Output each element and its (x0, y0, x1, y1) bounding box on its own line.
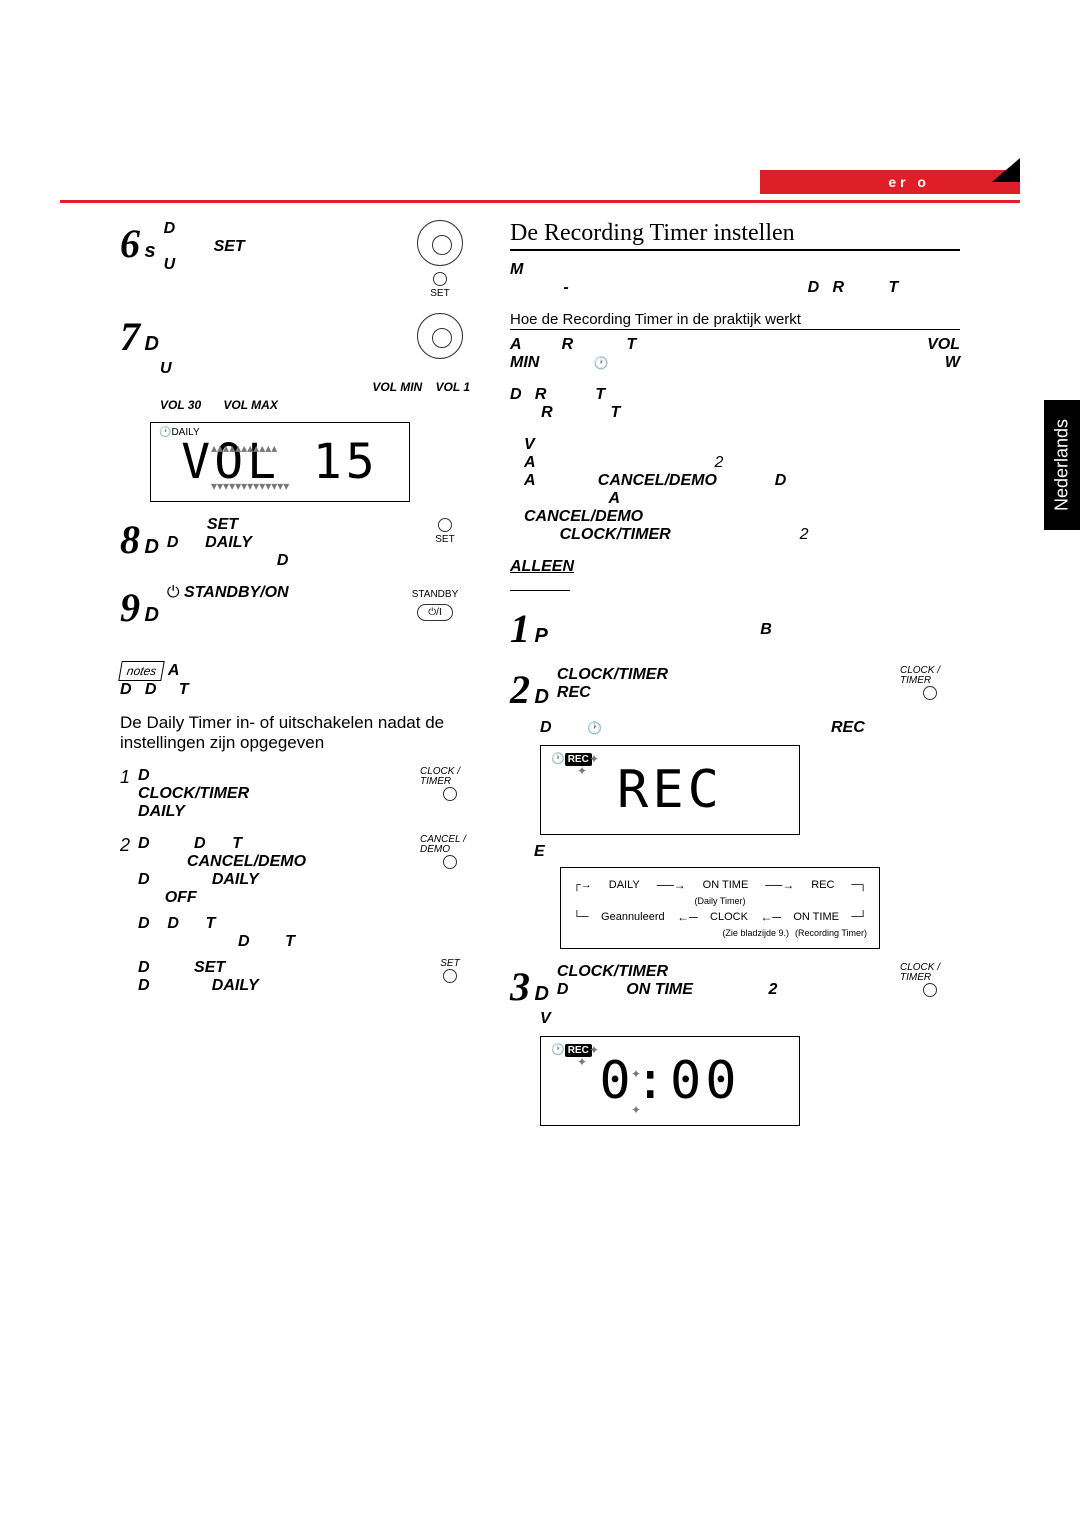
notes-icon: notes (118, 661, 165, 681)
page: er o Nederlands 6 s D SET U SET (0, 0, 1080, 1529)
clock-timer-button (923, 983, 937, 997)
header-text: er o (888, 174, 930, 190)
standby-button: ⏻/I (417, 604, 452, 621)
clock-icon: 🕐 (587, 721, 602, 735)
step-1: 1 P B (510, 605, 960, 652)
header-arrow (992, 158, 1020, 182)
lcd-display: 🕐DAILY ▴▴▴▴▴▴▴▴▴▴▴ VOL 15 ▾▾▾▾▾▾▾▾▾▾▾▾▾ (150, 422, 410, 502)
clock-timer-button (923, 686, 937, 700)
notes-block: notes A D D T (120, 661, 480, 699)
flow-diagram: ┌→ DAILY ──→ ON TIME ──→ REC ─┐ (Daily T… (560, 867, 880, 949)
step-number: 7 D (120, 313, 159, 360)
cancel-demo-button (443, 855, 457, 869)
knob-icon (417, 220, 463, 266)
subsection-title: De Daily Timer in- of uitschakelen nadat… (120, 713, 480, 753)
clock-icon: 🕐 (594, 356, 609, 370)
knob-icon (417, 313, 463, 359)
set-button (443, 969, 457, 983)
step-9: 9 D ⏻ STANDBY/ON STANDBY ⏻/I (120, 584, 480, 631)
short-rule (510, 590, 570, 591)
after-step-2: 2 D D T CANCEL/DEMO D DAILY (120, 835, 480, 995)
sub-title: Hoe de Recording Timer in de praktijk we… (510, 311, 960, 330)
step-number: 6 s (120, 220, 156, 267)
step-8: 8 D SET D DAILY D SET (120, 516, 480, 570)
left-column: 6 s D SET U SET 7 D (120, 220, 480, 1009)
knob-control: SET (400, 220, 480, 299)
step-3: 3 D CLOCK/TIMER D ON TIME 2 CLOCK / TIME… (510, 963, 960, 1126)
set-button (438, 518, 452, 532)
step-7: 7 D U VOL MIN VOL 1 VOL 30 VOL MAX (120, 313, 480, 502)
section-title: De Recording Timer instellen (510, 220, 960, 251)
right-column: De Recording Timer instellen M - D R T H… (510, 220, 960, 1140)
set-button (433, 272, 447, 286)
clock-timer-button (443, 787, 457, 801)
lcd-display: 🕐REC ✦ ✦ REC (540, 745, 800, 835)
step-2: 2 D CLOCK/TIMER REC CLOCK / TIMER D 🕐 RE… (510, 666, 960, 949)
header-rule (60, 200, 1020, 203)
alleen-label: ALLEEN (510, 558, 960, 576)
language-tab: Nederlands (1044, 400, 1080, 530)
step-6: 6 s D SET U SET (120, 220, 480, 299)
after-step-1: 1 D CLOCK/TIMER DAILY CLOCK / TIMER (120, 767, 480, 821)
step-body: D SET U (164, 220, 392, 274)
lcd-display: 🕐REC ✦ ✦ ✦ ✦ 0:00 (540, 1036, 800, 1126)
